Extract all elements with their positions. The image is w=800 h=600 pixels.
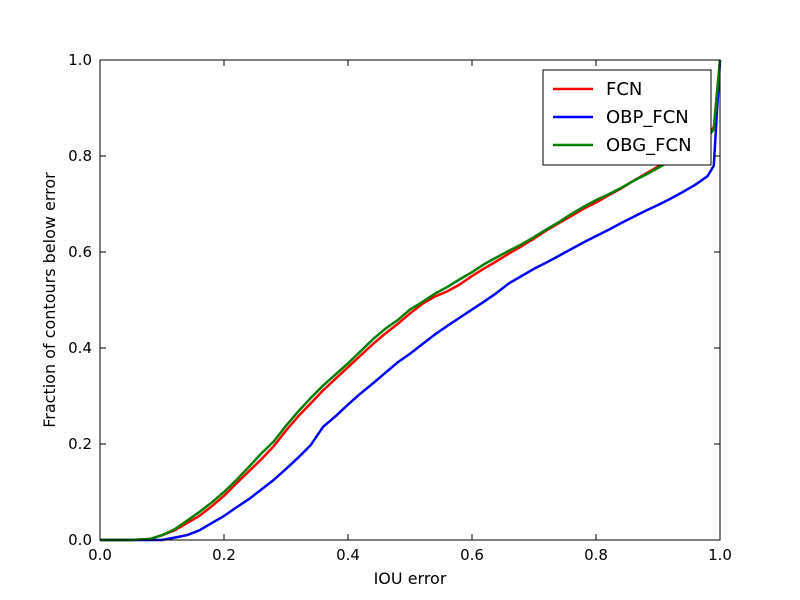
x-axis-label: IOU error — [374, 569, 447, 588]
x-tick-label: 0.4 — [336, 546, 360, 564]
legend-label-obp-fcn: OBP_FCN — [606, 107, 689, 128]
x-tick-label: 0.0 — [88, 546, 112, 564]
legend-label-fcn: FCN — [606, 79, 642, 100]
x-tick-label: 0.8 — [584, 546, 608, 564]
series-line-obp-fcn — [100, 59, 722, 542]
x-tick-label: 1.0 — [708, 546, 732, 564]
ticks-layer: 0.0 0.2 0.4 0.6 0.8 1.0 0.0 0.2 0.4 0.6 0.8 1.0 — [68, 51, 732, 564]
y-tick-label: 0.2 — [68, 435, 92, 453]
y-tick-label: 0.6 — [68, 243, 92, 261]
plot-frame — [99, 59, 721, 541]
x-tick-label: 0.2 — [212, 546, 236, 564]
legend-label-obg-fcn: OBG_FCN — [606, 135, 692, 156]
y-tick-label: 0.4 — [68, 339, 92, 357]
series-layer — [100, 59, 722, 542]
x-tick-label: 0.6 — [460, 546, 484, 564]
legend: FCN OBP_FCN OBG_FCN — [542, 69, 712, 166]
y-tick-label: 0.0 — [68, 531, 92, 549]
y-axis-label: Fraction of contours below error — [40, 172, 59, 428]
series-line-obg-fcn — [100, 59, 722, 542]
y-tick-label: 1.0 — [68, 51, 92, 69]
y-tick-label: 0.8 — [68, 147, 92, 165]
